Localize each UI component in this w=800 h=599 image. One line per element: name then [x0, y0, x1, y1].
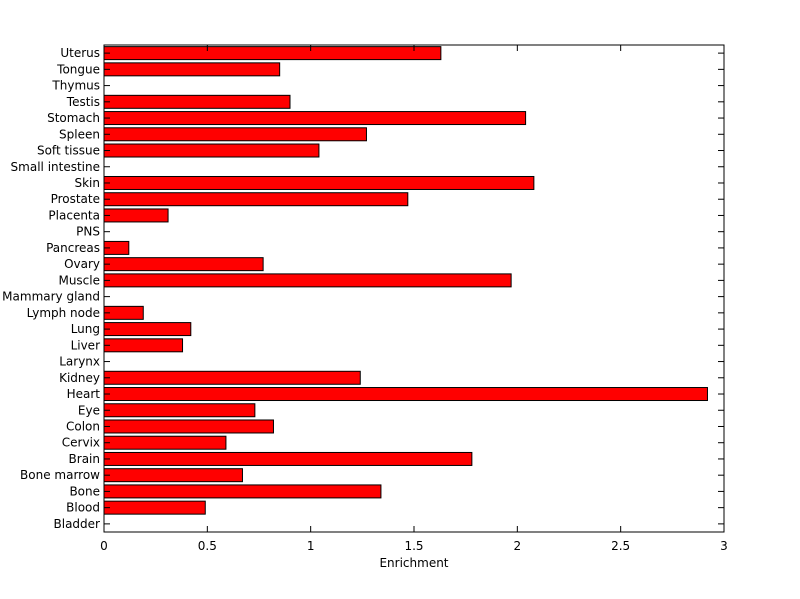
y-tick-label: Colon: [66, 419, 100, 433]
y-tick-label: Stomach: [47, 111, 100, 125]
y-tick-labels: Bladder Blood Bone Bone marrow Brain Cervix Co…: [2, 46, 100, 531]
bar-ovary: [103, 257, 264, 272]
y-tick-label: Mammary gland: [2, 290, 100, 304]
y-tick-label: Bone: [69, 484, 100, 498]
y-tick-label: Eye: [78, 403, 100, 417]
bar-liver: [103, 338, 184, 353]
y-tick-label: Lung: [71, 322, 100, 336]
ticks-group: [103, 45, 725, 532]
bar-skin: [103, 175, 535, 190]
bar-uterus: [103, 46, 442, 61]
bar-testis: [103, 94, 291, 109]
x-tick-label: 0.5: [198, 539, 217, 553]
bar-tongue: [103, 62, 281, 77]
bar-eye: [103, 403, 256, 418]
y-tick-label: Ovary: [64, 257, 100, 271]
y-tick-label: Cervix: [62, 436, 100, 450]
y-tick-label: Bone marrow: [20, 468, 100, 482]
bar-brain: [103, 451, 473, 466]
y-tick-label: Kidney: [59, 371, 100, 385]
bars-group: [103, 46, 708, 515]
y-tick-label: Uterus: [60, 46, 100, 60]
bar-lung: [103, 322, 192, 337]
bar-stomach: [103, 111, 527, 126]
y-tick-label: Pancreas: [46, 241, 100, 255]
bar-kidney: [103, 370, 361, 385]
x-tick-label: 0: [100, 539, 108, 553]
bar-bone: [103, 484, 382, 499]
y-tick-label: Muscle: [58, 273, 100, 287]
y-tick-label: Brain: [69, 452, 100, 466]
y-tick-label: Bladder: [54, 517, 101, 531]
y-tick-label: Lymph node: [27, 306, 100, 320]
y-tick-label: Tongue: [56, 62, 100, 76]
bar-cervix: [103, 435, 227, 450]
y-tick-label: Heart: [67, 387, 101, 401]
x-tick-label: 1.5: [404, 539, 423, 553]
bar-soft-tissue: [103, 143, 320, 158]
bar-muscle: [103, 273, 512, 288]
bar-spleen: [103, 127, 367, 142]
bar-heart: [103, 387, 708, 402]
y-tick-label: Liver: [71, 338, 101, 352]
y-tick-label: Larynx: [59, 355, 100, 369]
bar-blood: [103, 500, 206, 515]
y-tick-label: Small intestine: [11, 160, 100, 174]
x-tick-label: 1: [307, 539, 315, 553]
y-tick-label: Spleen: [59, 127, 100, 141]
bar-prostate: [103, 192, 409, 207]
y-tick-label: PNS: [76, 225, 100, 239]
y-tick-label: Testis: [66, 95, 100, 109]
bar-placenta: [103, 208, 169, 223]
x-tick-label: 2.5: [611, 539, 630, 553]
y-tick-label: Blood: [66, 501, 100, 515]
y-tick-label: Placenta: [48, 208, 100, 222]
y-tick-label: Thymus: [51, 79, 100, 93]
y-tick-label: Prostate: [51, 192, 100, 206]
bar-colon: [103, 419, 274, 434]
x-tick-label: 2: [514, 539, 522, 553]
x-tick-label: 3: [720, 539, 728, 553]
bar-bone-marrow: [103, 468, 243, 483]
x-axis-label: Enrichment: [379, 556, 448, 570]
y-tick-label: Soft tissue: [37, 144, 100, 158]
x-tick-labels: 0 0.5 1 1.5 2 2.5 3: [100, 539, 728, 553]
y-tick-label: Skin: [74, 176, 100, 190]
